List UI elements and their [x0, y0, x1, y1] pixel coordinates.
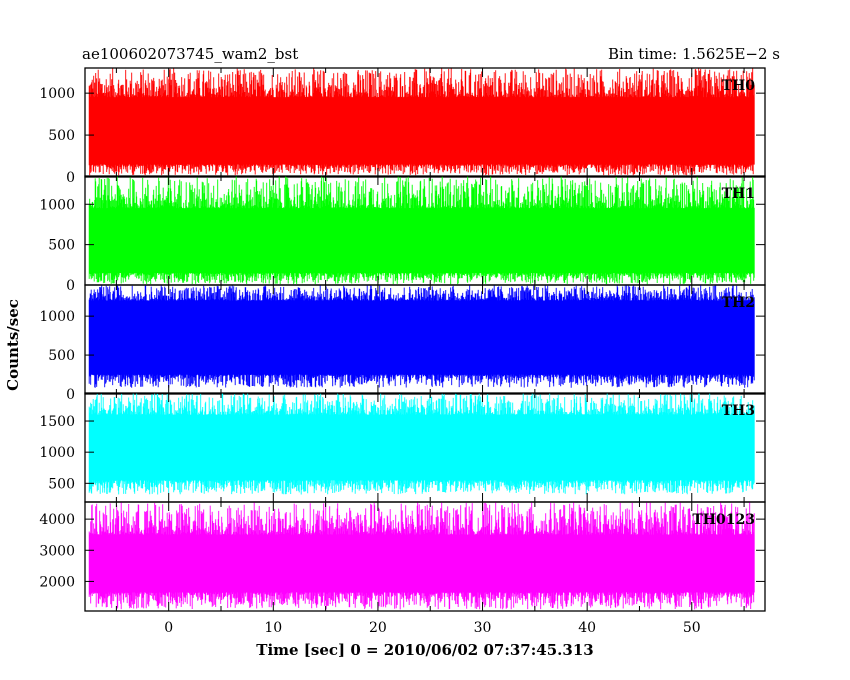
y-tick-label: 4000: [39, 512, 75, 528]
series-th1-band: [89, 208, 755, 273]
x-tick-label: 20: [369, 620, 387, 636]
x-tick-label: 40: [578, 620, 596, 636]
y-tick-label: 1000: [39, 197, 75, 213]
series-th0123-band: [89, 534, 755, 593]
series-label-th2: TH2: [722, 295, 755, 311]
y-tick-label: 500: [48, 128, 75, 144]
y-axis-label: Counts/sec: [4, 299, 22, 391]
series-th2-band: [89, 300, 755, 375]
series-label-th0: TH0: [722, 78, 756, 94]
series-label-th0123: TH0123: [692, 512, 755, 528]
panel-th3: 500 1000 1500 TH3: [39, 392, 766, 503]
panel-frame: [84, 67, 766, 178]
y-tick-label: 0: [66, 387, 75, 403]
panel-th0123: 2000 3000 4000 TH0123: [39, 501, 766, 612]
panel-frame: [84, 284, 766, 395]
y-tick-label: 0: [66, 170, 75, 186]
y-tick-label: 500: [48, 476, 75, 492]
y-tick-label: 500: [48, 348, 75, 364]
y-tick-label: 0: [66, 278, 75, 294]
x-tick-label: 30: [474, 620, 492, 636]
panel-th0: 0 500 1000 TH0: [39, 67, 766, 186]
y-tick-label: 1500: [39, 414, 75, 430]
series-th0-band: [89, 97, 755, 165]
x-axis: 0 10 20 30 40 50: [164, 620, 700, 636]
x-tick-label: 50: [683, 620, 701, 636]
y-tick-label: 1000: [39, 86, 75, 102]
series-th3-band: [89, 414, 755, 481]
chart-title: ae100602073745_wam2_bst: [82, 45, 298, 63]
series-label-th3: TH3: [722, 403, 755, 419]
panel-th1: 0 500 1000 TH1: [39, 175, 766, 294]
y-tick-label: 2000: [39, 574, 75, 590]
y-tick-label: 1000: [39, 309, 75, 325]
panels-group: 0 500 1000 TH0 0 500 1000 TH1 0 500 1000 TH2 500 1000…: [39, 67, 766, 612]
x-tick-label: 0: [164, 620, 173, 636]
x-tick-label: 10: [264, 620, 282, 636]
y-tick-label: 3000: [39, 543, 75, 559]
bin-time-label: Bin time: 1.5625E−2 s: [608, 45, 780, 63]
panel-frame: [84, 501, 766, 612]
series-label-th1: TH1: [722, 186, 755, 202]
x-axis-label: Time [sec] 0 = 2010/06/02 07:37:45.313: [256, 641, 593, 659]
panel-th2: 0 500 1000 TH2: [39, 284, 766, 403]
y-tick-label: 1000: [39, 445, 75, 461]
y-tick-label: 500: [48, 238, 75, 254]
